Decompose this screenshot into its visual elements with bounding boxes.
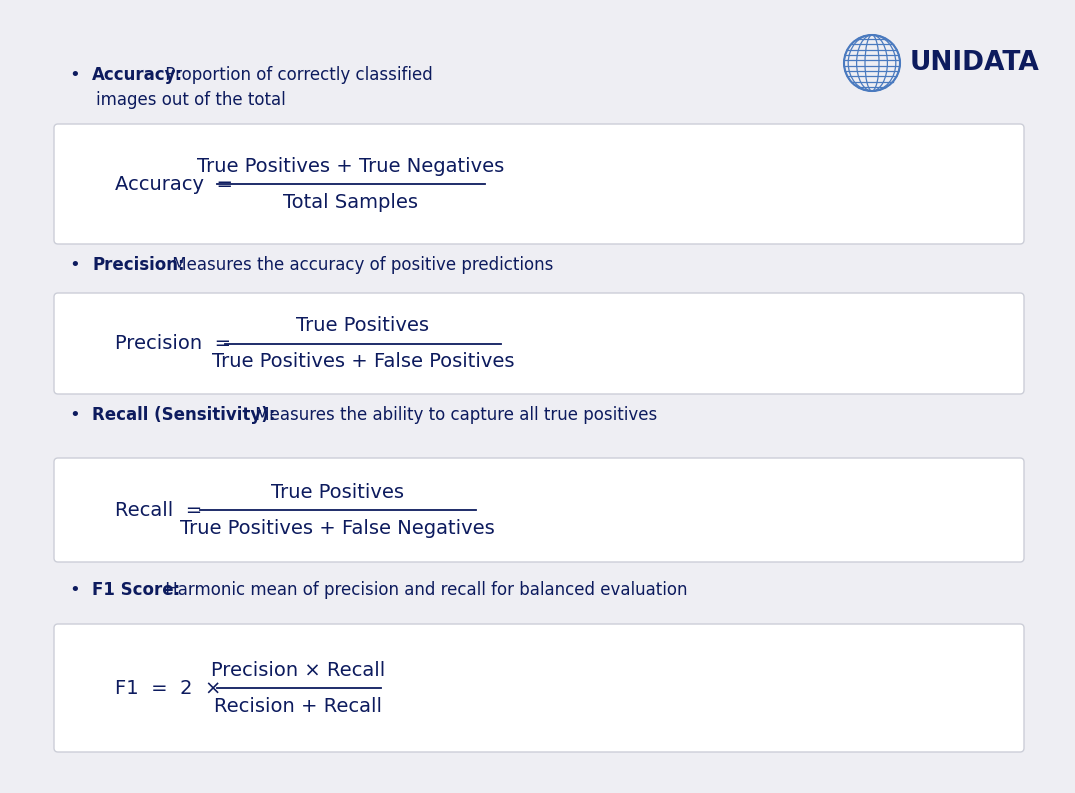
Text: True Positives: True Positives xyxy=(271,482,404,501)
Text: •: • xyxy=(70,581,81,599)
Text: F1 Score:: F1 Score: xyxy=(92,581,181,599)
Text: Recision + Recall: Recision + Recall xyxy=(215,696,383,715)
Text: images out of the total: images out of the total xyxy=(96,91,286,109)
Text: Precision × Recall: Precision × Recall xyxy=(212,661,386,680)
Text: •: • xyxy=(70,256,81,274)
Text: F1  =  2  ×: F1 = 2 × xyxy=(115,679,221,698)
Text: Total Samples: Total Samples xyxy=(283,193,418,212)
Text: Accuracy:: Accuracy: xyxy=(92,66,183,84)
Text: UNIDATA: UNIDATA xyxy=(911,50,1040,76)
FancyBboxPatch shape xyxy=(54,624,1024,752)
Text: Proportion of correctly classified: Proportion of correctly classified xyxy=(159,66,432,84)
Text: Recall (Sensitivity):: Recall (Sensitivity): xyxy=(92,406,275,424)
Text: True Positives + False Negatives: True Positives + False Negatives xyxy=(181,519,495,538)
Text: True Positives: True Positives xyxy=(297,316,430,335)
Text: Precision  =: Precision = xyxy=(115,334,231,353)
Text: Precision:: Precision: xyxy=(92,256,185,274)
Text: Measures the accuracy of positive predictions: Measures the accuracy of positive predic… xyxy=(167,256,554,274)
FancyBboxPatch shape xyxy=(54,458,1024,562)
FancyBboxPatch shape xyxy=(54,293,1024,394)
Text: True Positives + True Negatives: True Positives + True Negatives xyxy=(197,156,504,175)
Text: Recall  =: Recall = xyxy=(115,500,202,519)
FancyBboxPatch shape xyxy=(54,124,1024,244)
Text: Measures the ability to capture all true positives: Measures the ability to capture all true… xyxy=(249,406,657,424)
Text: Accuracy  =: Accuracy = xyxy=(115,174,233,193)
Text: True Positives + False Positives: True Positives + False Positives xyxy=(212,352,514,371)
Text: •: • xyxy=(70,406,81,424)
Text: Harmonic mean of precision and recall for balanced evaluation: Harmonic mean of precision and recall fo… xyxy=(159,581,687,599)
Text: •: • xyxy=(70,66,81,84)
